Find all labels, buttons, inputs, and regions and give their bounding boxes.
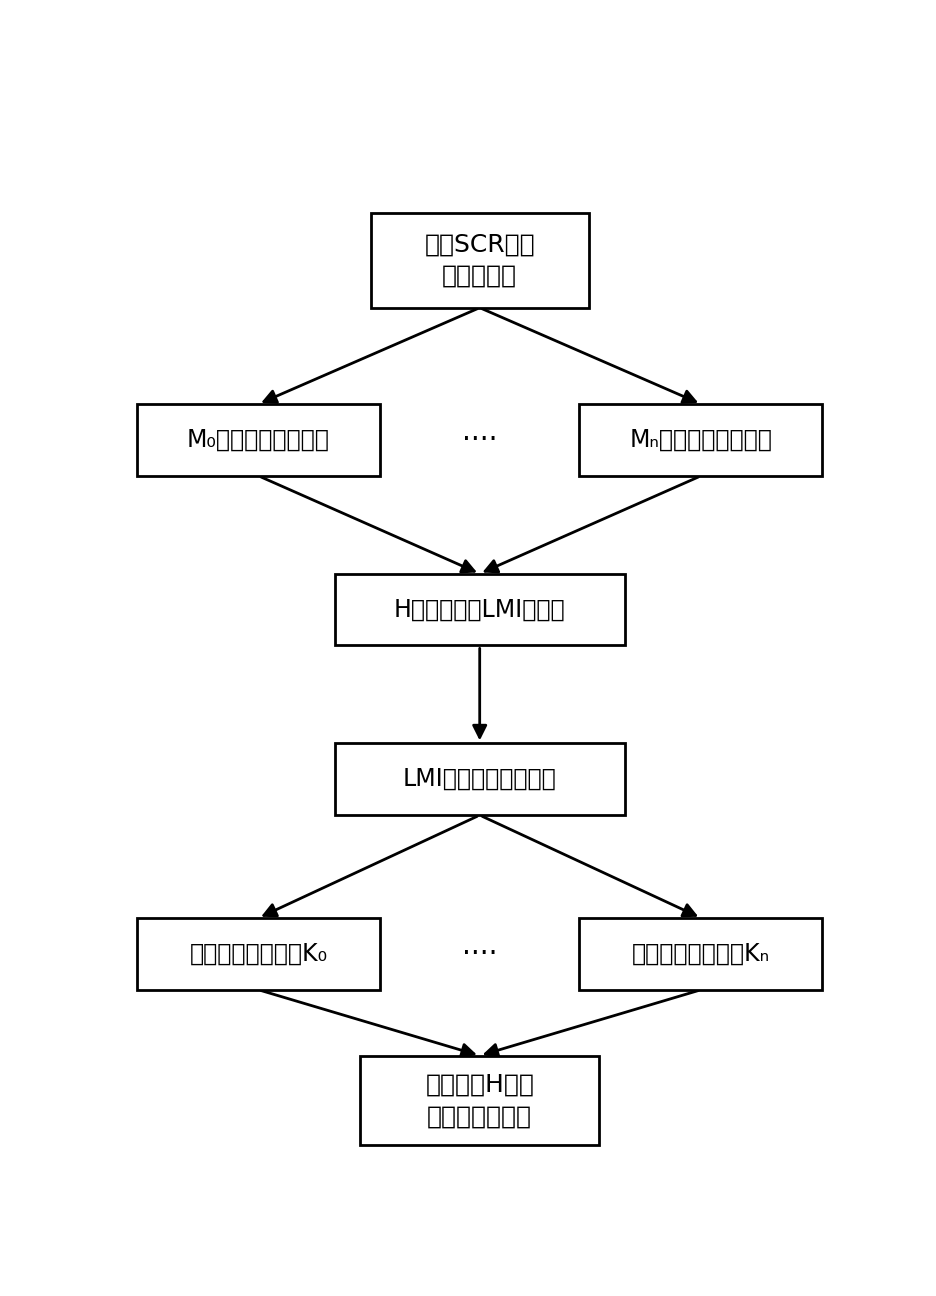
Text: 尿素SCR系统
非线性模型: 尿素SCR系统 非线性模型 (424, 232, 535, 288)
Text: ····: ···· (462, 426, 497, 454)
Text: H无穷理论推LMI不等式: H无穷理论推LMI不等式 (394, 597, 565, 622)
Text: ····: ···· (462, 940, 497, 968)
Text: 约束系统H无穷
反馈增益脉谱表: 约束系统H无穷 反馈增益脉谱表 (425, 1073, 534, 1129)
Bar (579, 918, 823, 990)
Bar (137, 404, 380, 476)
Bar (335, 744, 625, 815)
Text: 状态反馈控制增益K₀: 状态反馈控制增益K₀ (189, 942, 328, 966)
Bar (360, 1056, 599, 1146)
Text: M₀工况点线性化模型: M₀工况点线性化模型 (187, 428, 329, 452)
Text: LMI不等式工具箱求解: LMI不等式工具箱求解 (402, 767, 557, 792)
Text: 状态反馈控制增益Kₙ: 状态反馈控制增益Kₙ (632, 942, 770, 966)
Bar (371, 213, 589, 307)
Bar (137, 918, 380, 990)
Bar (579, 404, 823, 476)
Text: Mₙ工况点线性化模型: Mₙ工况点线性化模型 (630, 428, 772, 452)
Bar (335, 574, 625, 645)
